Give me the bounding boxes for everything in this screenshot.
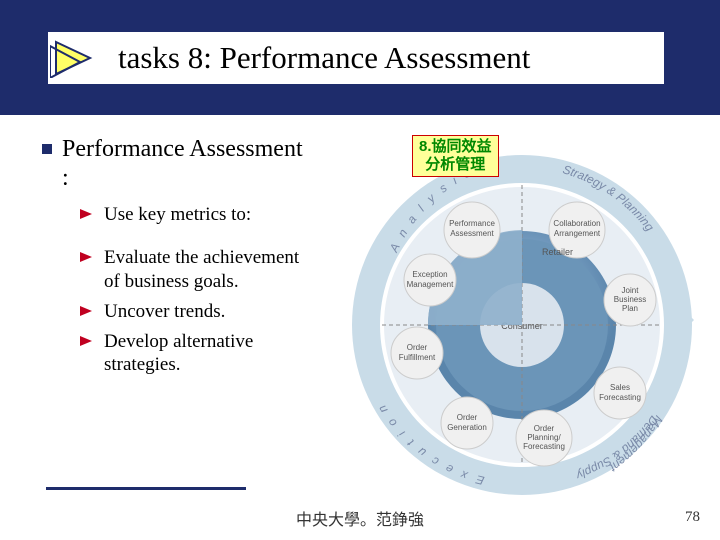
svg-text:Joint: Joint [622,286,640,295]
svg-text:Exception: Exception [412,270,447,279]
title-triangle-icon [50,38,94,83]
point-1: Evaluate the achievement of business goa… [104,246,312,294]
footer-credit: 中央大學。范錚強 [0,506,720,530]
heading-text: Performance Assessment : [62,135,312,193]
arrow-icon [80,334,94,348]
point-3: Develop alternative strategies. [104,330,312,378]
svg-text:Generation: Generation [447,423,487,432]
page-number: 78 [685,509,700,526]
svg-text:Fulfillment: Fulfillment [399,353,436,362]
svg-text:Sales: Sales [610,383,630,392]
point-2: Uncover trends. [104,300,225,324]
subheading: Use key metrics to: [104,203,251,227]
svg-text:Order: Order [534,424,555,433]
arrow-icon [80,207,94,221]
svg-text:Order: Order [407,343,428,352]
callout-box: 8.協同效益分析管理 [412,135,499,177]
slide-title: tasks 8: Performance Assessment [48,32,664,84]
svg-text:Retailer: Retailer [542,247,573,257]
svg-text:Forecasting: Forecasting [523,442,565,451]
svg-text:Forecasting: Forecasting [599,393,641,402]
bullet-icon [42,144,52,154]
cpfr-diagram: 8.協同效益分析管理 Consumer [322,135,720,495]
svg-text:Order: Order [457,413,478,422]
svg-text:Planning/: Planning/ [527,433,561,442]
text-column: Performance Assessment : Use key metrics… [42,135,312,495]
svg-text:Plan: Plan [622,304,638,313]
arrow-icon [80,250,94,264]
arrow-icon [80,304,94,318]
svg-text:Management: Management [407,280,454,289]
svg-text:Collaboration: Collaboration [553,219,600,228]
svg-text:Business: Business [614,295,646,304]
svg-text:Arrangement: Arrangement [554,229,601,238]
svg-text:Assessment: Assessment [450,229,494,238]
footer-divider [46,487,246,490]
svg-text:Performance: Performance [449,219,495,228]
